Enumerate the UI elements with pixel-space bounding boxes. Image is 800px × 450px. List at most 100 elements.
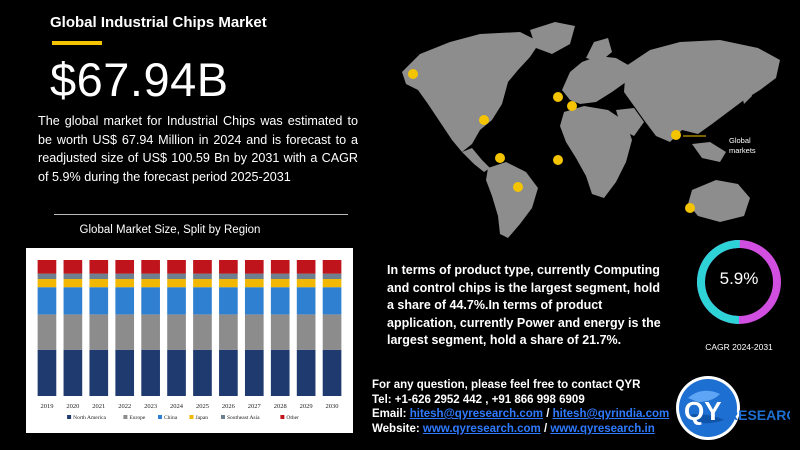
map-legend-line2: markets: [729, 146, 756, 155]
bar-segment-2029-north-america: [296, 349, 316, 396]
x-tick-label: 2024: [170, 403, 184, 410]
cagr-value: 5.9%: [719, 269, 759, 288]
legend-label: Japan: [196, 415, 209, 421]
bar-segment-2023-north-america: [141, 349, 160, 396]
market-value: $67.94B: [50, 53, 229, 106]
bar-segment-2026-europe: [219, 314, 238, 350]
africa-shape: [560, 106, 632, 198]
segment-summary: In terms of product type, currently Comp…: [387, 263, 661, 347]
bar-segment-2022-north-america: [115, 349, 135, 396]
cagr-caption: CAGR 2024-2031: [705, 342, 773, 352]
southeast-asia-shape: [692, 142, 726, 162]
bar-segment-2028-china: [270, 287, 290, 315]
legend-swatch: [280, 415, 285, 419]
bar-segment-2029-china: [296, 287, 316, 315]
market-marker-caribbean: [495, 153, 505, 163]
legend-label: Europe: [129, 415, 145, 421]
bar-segment-2030-southeast-asia: [322, 273, 342, 280]
bar-segment-2024-japan: [167, 279, 186, 288]
x-tick-label: 2021: [92, 403, 105, 410]
bar-segment-2028-other: [270, 260, 290, 274]
stacked-bar-chart: 2019 2020 2021 2022 2023 2024 2025 2026 2027 2028…: [37, 260, 342, 421]
bar-segment-2020-other: [63, 260, 83, 274]
bar-segment-2028-southeast-asia: [270, 273, 290, 280]
x-tick-label: 2028: [274, 403, 287, 410]
contact-intro: For any question, please feel free to co…: [372, 379, 641, 391]
bar-segment-2024-north-america: [167, 349, 186, 396]
bar-segment-2019-europe: [37, 314, 57, 350]
map-legend-label: Global markets: [729, 136, 756, 156]
bar-segment-2027-europe: [244, 314, 264, 350]
world-map-graphic: [402, 22, 780, 238]
email-label: Email:: [372, 408, 410, 420]
bar-segment-2023-europe: [141, 314, 160, 350]
bar-segment-2021-europe: [89, 314, 109, 350]
email-separator: /: [543, 408, 553, 420]
website-link-2[interactable]: www.qyresearch.in: [550, 422, 655, 435]
legend-label: North America: [73, 415, 106, 421]
x-tick-label: 2023: [144, 403, 157, 410]
bar-segment-2029-southeast-asia: [296, 273, 316, 280]
x-tick-label: 2030: [326, 403, 339, 410]
bar-segment-2026-north-america: [219, 349, 238, 396]
bar-segment-2021-japan: [89, 279, 109, 288]
website-link-1[interactable]: www.qyresearch.com: [422, 422, 541, 435]
legend-swatch: [123, 415, 128, 419]
email-link-2[interactable]: hitesh@qyrindia.com: [552, 408, 670, 420]
asia-shape: [624, 40, 780, 142]
market-marker-northeast-us: [479, 115, 489, 125]
bar-segment-2027-north-america: [244, 349, 264, 396]
europe-shape: [562, 56, 630, 104]
bar-segment-2027-china: [244, 287, 264, 315]
logo-graphic: QY RESEARCH: [676, 376, 790, 440]
bar-segment-2025-north-america: [193, 349, 212, 396]
bar-segment-2026-china: [219, 287, 238, 315]
divider: [54, 214, 348, 215]
logo-globe: [679, 379, 737, 437]
bar-segment-2027-japan: [244, 279, 264, 288]
contact-block: For any question, please feel free to co…: [372, 378, 672, 436]
bar-segment-2020-japan: [63, 279, 83, 288]
bar-segment-2021-other: [89, 260, 109, 274]
bar-segment-2023-southeast-asia: [141, 273, 160, 280]
central-america-shape: [462, 148, 490, 172]
bar-segment-2026-other: [219, 260, 238, 274]
x-tick-label: 2029: [300, 403, 313, 410]
bar-segment-2019-japan: [37, 279, 57, 288]
market-marker-china: [671, 130, 681, 140]
logo-prefix: QY: [684, 396, 722, 426]
email-link-1[interactable]: hitesh@qyresearch.com: [409, 408, 544, 420]
bar-segment-2021-southeast-asia: [89, 273, 109, 280]
cagr-donut: 5.9% CAGR 2024-2031: [694, 237, 784, 352]
bar-segment-2019-other: [37, 260, 57, 274]
bar-segment-2022-southeast-asia: [115, 273, 135, 280]
logo-suffix: RESEARCH: [728, 407, 790, 423]
bar-segment-2020-europe: [63, 314, 83, 350]
legend-label: Southeast Asia: [227, 415, 260, 421]
chart-title: Global Market Size, Split by Region: [79, 224, 261, 236]
bar-segment-2028-japan: [270, 279, 290, 288]
bar-segment-2024-europe: [167, 314, 186, 350]
bar-segment-2020-china: [63, 287, 83, 315]
legend-swatch: [67, 415, 72, 419]
bar-segment-2024-china: [167, 287, 186, 315]
market-marker-brazil: [513, 182, 523, 192]
bar-segment-2029-other: [296, 260, 316, 274]
title-accent-bar: [52, 41, 102, 45]
website-separator: /: [540, 422, 551, 435]
contact-website-row: Website: www.qyresearch.com / www.qyrese…: [372, 422, 672, 437]
bar-segment-2025-china: [193, 287, 212, 315]
legend-swatch: [158, 415, 162, 419]
market-marker-australia: [685, 203, 695, 213]
market-marker-africa: [553, 155, 563, 165]
bar-segment-2022-europe: [115, 314, 135, 350]
bar-segment-2019-china: [37, 287, 57, 315]
contact-email-row: Email: hitesh@qyresearch.com / hitesh@qy…: [372, 407, 672, 422]
legend-swatch: [221, 415, 225, 419]
bar-segment-2025-europe: [193, 314, 212, 350]
bar-segment-2029-europe: [296, 314, 316, 350]
bar-segment-2025-southeast-asia: [193, 273, 212, 280]
x-tick-label: 2020: [66, 403, 79, 410]
market-marker-alaska: [408, 69, 418, 79]
bar-segment-2027-southeast-asia: [244, 273, 264, 280]
